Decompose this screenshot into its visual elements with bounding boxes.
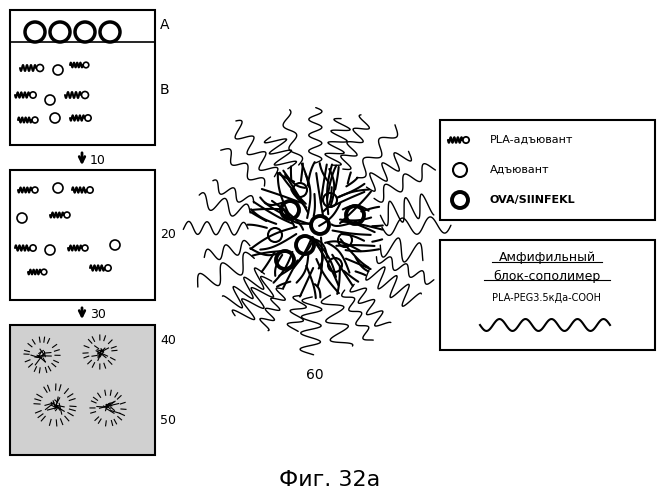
Bar — [10, 325, 155, 455]
Bar — [10, 170, 155, 300]
Text: A: A — [160, 18, 170, 32]
Text: 50: 50 — [160, 414, 176, 426]
Bar — [440, 120, 655, 220]
Text: PLA-адъювант: PLA-адъювант — [490, 135, 573, 145]
Text: 30: 30 — [90, 308, 106, 320]
Text: Амфифильный: Амфифильный — [499, 252, 595, 264]
Text: блок-сополимер: блок-сополимер — [493, 270, 601, 282]
Bar — [10, 10, 155, 145]
Text: Фиг. 32а: Фиг. 32а — [279, 470, 381, 490]
Text: 20: 20 — [160, 228, 176, 241]
Bar — [440, 240, 655, 350]
Text: OVA/SIINFEKL: OVA/SIINFEKL — [490, 195, 575, 205]
Text: 10: 10 — [90, 154, 106, 166]
Text: 60: 60 — [306, 368, 324, 382]
Text: Адъювант: Адъювант — [490, 165, 550, 175]
Text: 40: 40 — [160, 334, 176, 346]
Text: B: B — [160, 83, 170, 97]
Text: PLA-PEG3.5кДа-COOH: PLA-PEG3.5кДа-COOH — [493, 293, 601, 303]
